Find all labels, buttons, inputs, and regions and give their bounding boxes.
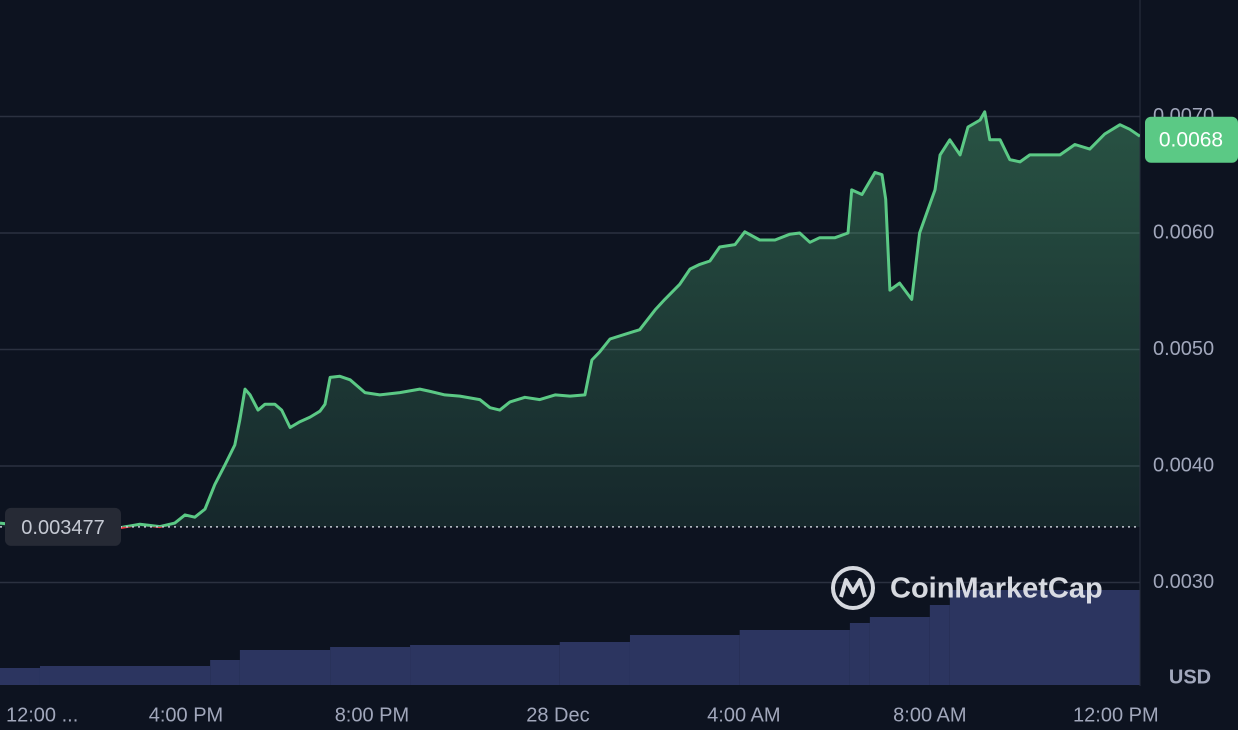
- volume-bar: [849, 623, 870, 685]
- watermark-text: CoinMarketCap: [890, 573, 1103, 605]
- volume-bar: [559, 642, 630, 685]
- volume: [0, 590, 1140, 685]
- last-price-label: 0.0068: [1159, 128, 1223, 151]
- baseline-label: 0.003477: [21, 517, 104, 539]
- volume-bar: [739, 630, 850, 685]
- volume-bar: [949, 590, 1140, 685]
- last-price-box: [1145, 116, 1238, 163]
- baseline-label-box: [5, 507, 121, 546]
- volume-bar: [929, 605, 950, 685]
- line-group: [0, 110, 1140, 530]
- volume-bar: [330, 647, 411, 685]
- x-tick-label: 8:00 AM: [893, 704, 966, 726]
- area-group: [0, 111, 1140, 527]
- currency: USD: [1169, 666, 1211, 688]
- volume-bar: [869, 617, 930, 685]
- area: [0, 111, 1140, 527]
- x-tick-label: 8:00 PM: [335, 704, 409, 726]
- x-tick-label: 4:00 AM: [707, 704, 780, 726]
- y-tick-label: 0.0050: [1153, 338, 1214, 360]
- x-tick-label: 12:00 ...: [6, 704, 78, 726]
- y-tick-label: 0.0030: [1153, 571, 1214, 593]
- volume-bar: [410, 645, 560, 685]
- x-tick-label: 28 Dec: [526, 704, 589, 726]
- y-tick-label: 0.0040: [1153, 454, 1214, 476]
- volume-bar: [239, 650, 331, 685]
- logo-mark: [839, 578, 867, 598]
- volume-bar: [629, 635, 740, 685]
- logo-ring: [831, 566, 875, 610]
- labels: 0.003477 0.0068: [0, 116, 1238, 546]
- watermark: CoinMarketCap: [831, 566, 1103, 610]
- volume-bar: [0, 668, 40, 685]
- x-tick-label: 12:00 PM: [1073, 704, 1159, 726]
- price-line: [0, 110, 1140, 527]
- y-tick-label: 0.0060: [1153, 221, 1214, 243]
- volume-bar: [210, 660, 240, 685]
- volume-bar: [39, 666, 211, 685]
- x-tick-label: 4:00 PM: [149, 704, 223, 726]
